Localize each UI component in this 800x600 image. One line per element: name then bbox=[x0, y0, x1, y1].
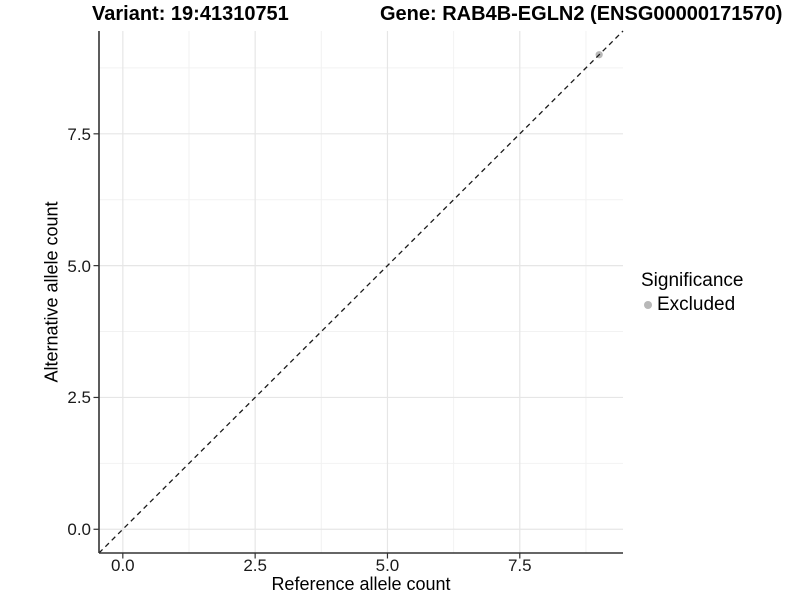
y-tick-label: 2.5 bbox=[67, 388, 91, 408]
plot-canvas bbox=[93, 30, 624, 559]
legend-item-label: Excluded bbox=[657, 294, 736, 315]
x-tick-label: 0.0 bbox=[110, 556, 135, 575]
x-axis-title: Reference allele count bbox=[271, 574, 451, 594]
legend-title: Significance bbox=[641, 270, 744, 291]
x-tick-label: 2.5 bbox=[243, 556, 267, 575]
variant-title: Variant: 19:41310751 bbox=[92, 3, 289, 25]
legend-key-dot-icon bbox=[644, 301, 652, 309]
y-axis-title: Alternative allele count bbox=[41, 201, 62, 383]
x-tick-label: 5.0 bbox=[375, 556, 400, 575]
y-tick-label: 7.5 bbox=[67, 124, 91, 144]
legend-item: Excluded bbox=[641, 294, 743, 316]
legend-items: Excluded bbox=[641, 294, 743, 316]
gene-title: Gene: RAB4B-EGLN2 (ENSG00000171570) bbox=[380, 3, 783, 25]
y-tick-label: 0.0 bbox=[67, 520, 91, 540]
legend: Significance Excluded bbox=[641, 270, 743, 316]
identity-reference-line bbox=[98, 30, 624, 554]
plot-panel bbox=[93, 30, 624, 559]
x-tick-label: 7.5 bbox=[507, 556, 532, 575]
